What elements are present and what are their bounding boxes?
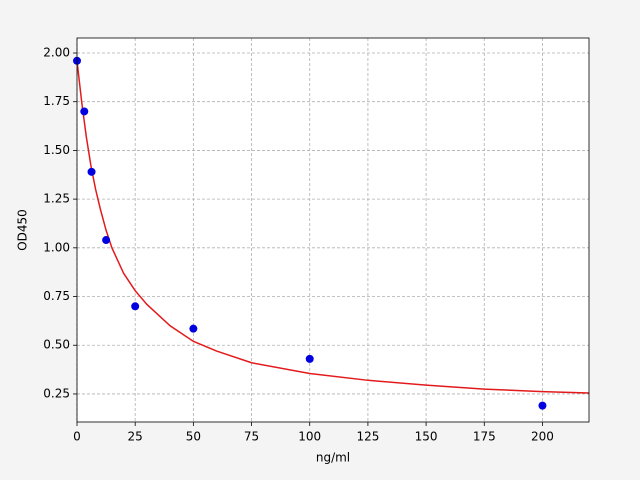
y-axis-label: OD450 xyxy=(16,209,30,251)
y-tick-label: 1.00 xyxy=(43,240,70,254)
x-tick-label: 50 xyxy=(186,430,201,444)
y-tick-label: 0.75 xyxy=(43,289,70,303)
x-tick-label: 100 xyxy=(298,430,321,444)
x-tick-label: 200 xyxy=(531,430,554,444)
y-tick-label: 1.25 xyxy=(43,192,70,206)
y-tick-label: 0.25 xyxy=(43,386,70,400)
data-point xyxy=(189,324,198,333)
data-point xyxy=(538,401,547,410)
plot-area xyxy=(77,38,589,422)
y-tick-label: 0.50 xyxy=(43,338,70,352)
plot-frame xyxy=(76,37,590,423)
data-point xyxy=(131,302,140,311)
y-tick-label: 1.50 xyxy=(43,143,70,157)
y-tick-label: 1.75 xyxy=(43,94,70,108)
data-point xyxy=(80,107,89,116)
data-point xyxy=(305,354,314,363)
data-point xyxy=(102,236,111,245)
x-tick-label: 25 xyxy=(128,430,143,444)
data-point xyxy=(87,167,96,176)
x-tick-label: 0 xyxy=(73,430,81,444)
x-tick-label: 125 xyxy=(356,430,379,444)
x-tick-label: 75 xyxy=(244,430,259,444)
x-axis-label: ng/ml xyxy=(316,451,350,465)
x-tick-label: 175 xyxy=(473,430,496,444)
x-tick-label: 150 xyxy=(415,430,438,444)
y-tick-label: 2.00 xyxy=(43,46,70,60)
